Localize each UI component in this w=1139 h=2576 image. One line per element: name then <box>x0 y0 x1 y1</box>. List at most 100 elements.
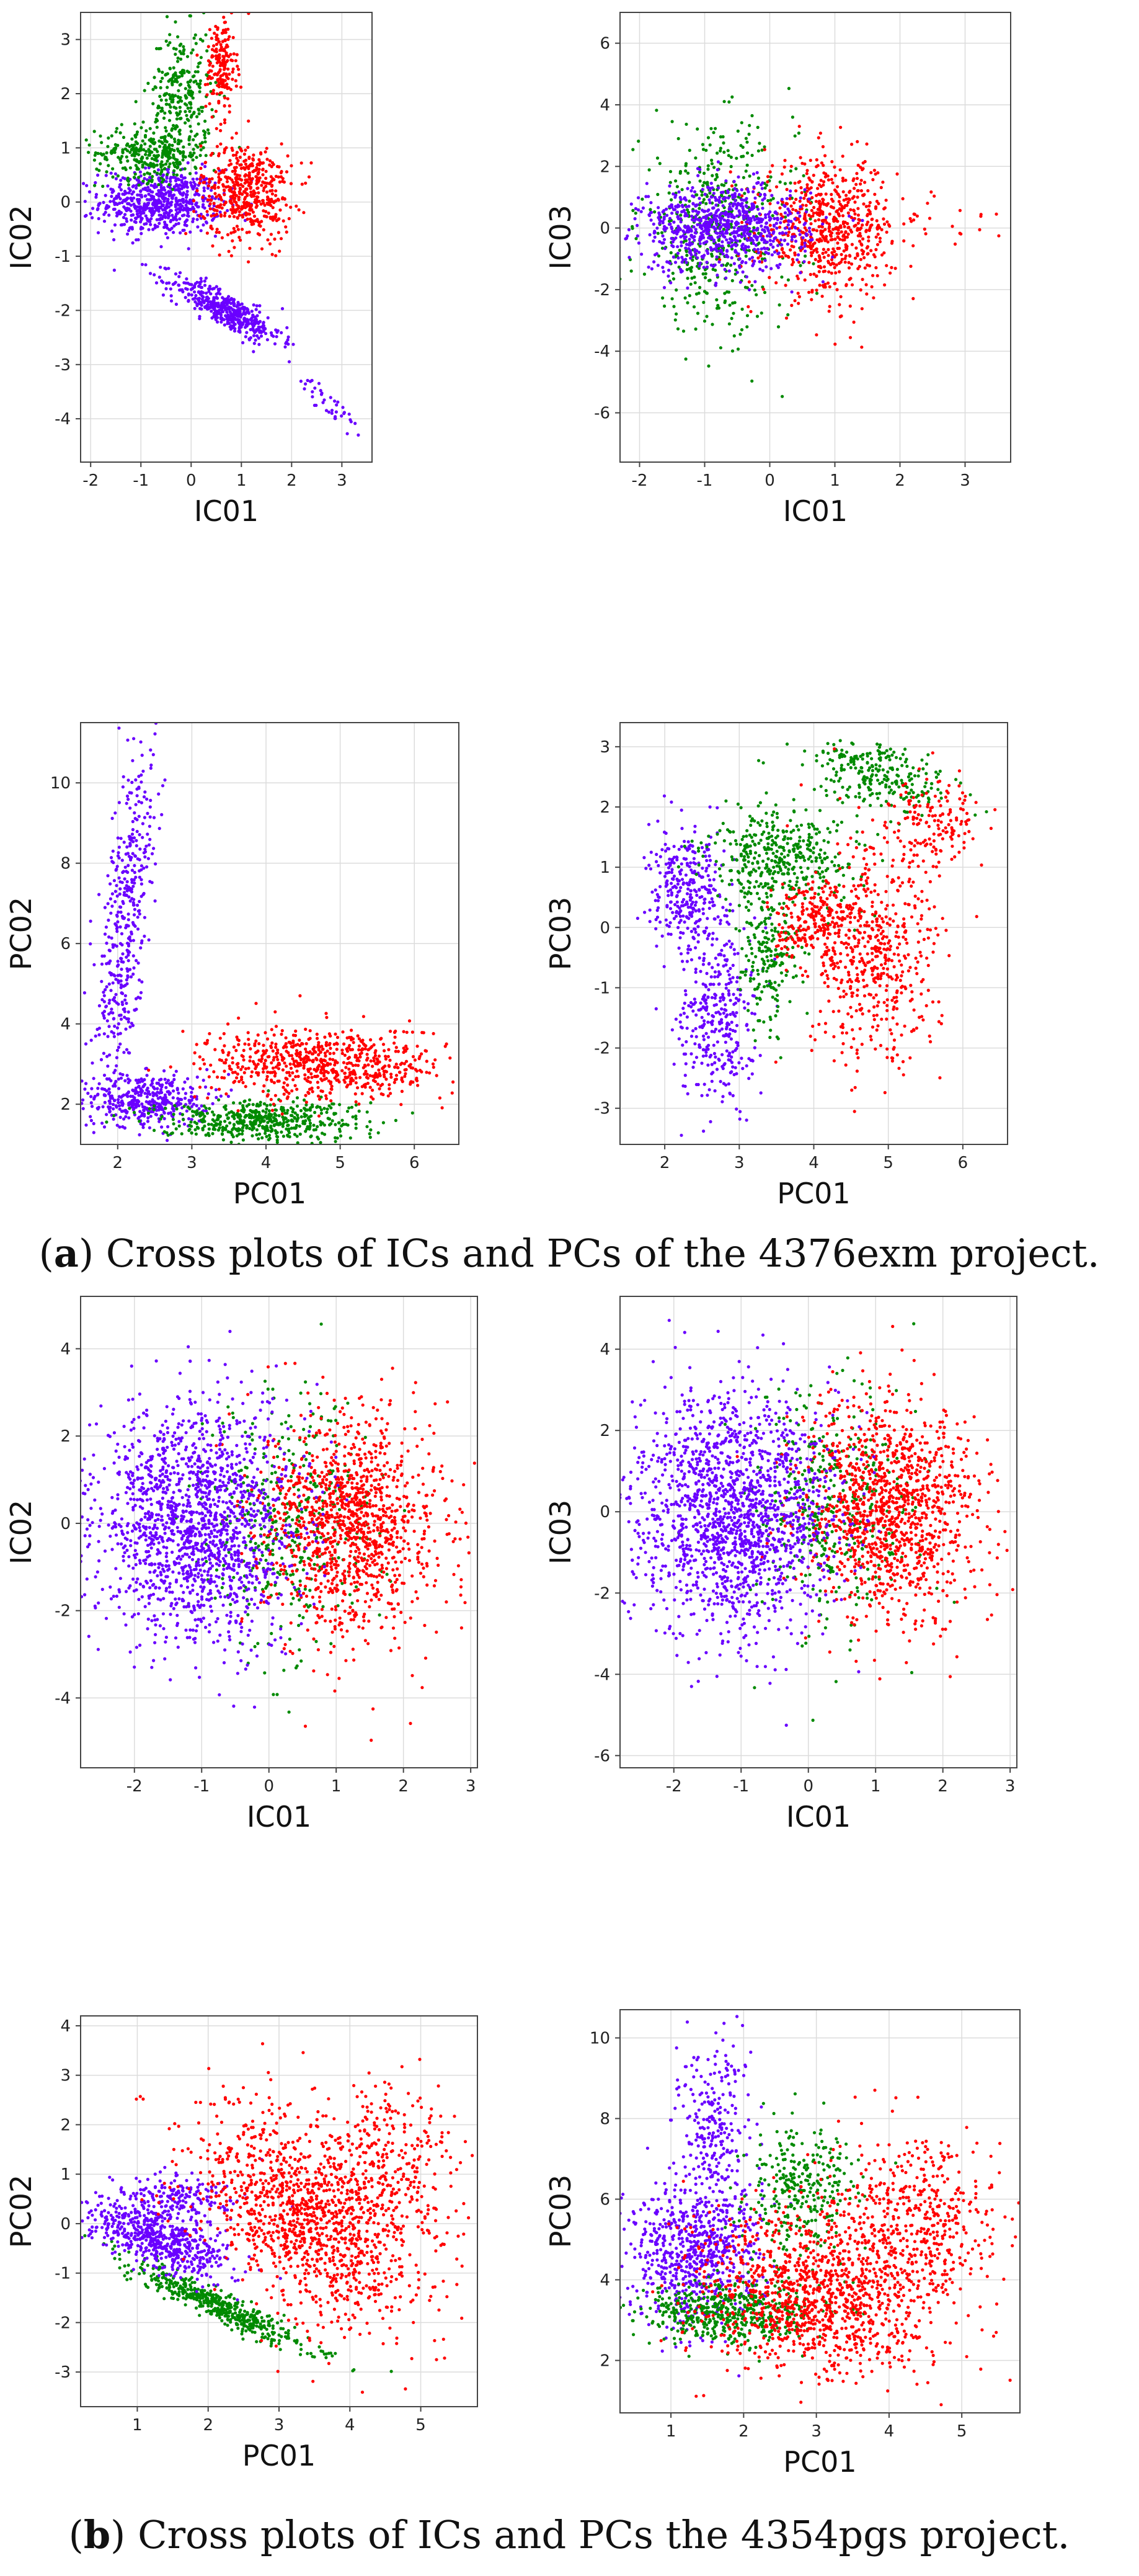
data-point <box>760 224 763 228</box>
data-point <box>111 849 115 853</box>
data-point <box>744 136 748 140</box>
data-point <box>143 708 146 711</box>
data-point <box>698 170 702 174</box>
data-point <box>206 300 210 304</box>
data-point <box>851 218 855 222</box>
points <box>81 708 455 1195</box>
data-point <box>675 312 678 316</box>
data-point <box>165 223 169 227</box>
data-point <box>174 205 177 208</box>
data-point <box>134 140 138 144</box>
data-point <box>275 219 278 223</box>
data-point <box>100 1192 104 1195</box>
data-point <box>780 247 784 251</box>
data-point <box>249 185 253 189</box>
data-point <box>678 248 681 252</box>
data-point <box>178 187 182 191</box>
data-point <box>215 92 219 96</box>
data-point <box>120 154 124 158</box>
data-point <box>166 216 170 220</box>
data-point <box>235 310 239 313</box>
data-point <box>208 198 212 202</box>
y-tick-label: 6 <box>600 35 610 53</box>
data-point <box>198 177 202 181</box>
data-point <box>190 293 193 297</box>
data-point <box>708 143 712 147</box>
data-point <box>662 238 667 241</box>
data-point <box>814 247 818 251</box>
data-point <box>284 225 288 229</box>
data-point <box>865 223 869 226</box>
data-point <box>853 200 857 204</box>
data-point <box>282 180 286 184</box>
data-point <box>744 169 748 173</box>
data-point <box>647 168 651 172</box>
data-point <box>110 134 113 138</box>
data-point <box>653 230 657 234</box>
data-point <box>747 288 751 292</box>
data-point <box>771 245 775 249</box>
data-point <box>137 183 141 187</box>
data-point <box>690 235 694 239</box>
data-point <box>237 174 242 177</box>
data-point <box>750 114 754 118</box>
data-point <box>727 219 730 223</box>
data-point <box>147 220 151 223</box>
data-point <box>140 1102 144 1106</box>
data-point <box>182 71 186 74</box>
data-point <box>174 215 177 218</box>
data-point <box>113 203 117 207</box>
data-point <box>211 89 215 92</box>
data-point <box>668 180 672 184</box>
data-point <box>185 224 188 228</box>
data-point <box>608 187 611 190</box>
data-point <box>869 171 873 174</box>
data-point <box>848 198 851 202</box>
data-point <box>122 205 126 209</box>
data-point <box>246 194 249 197</box>
data-point <box>153 154 156 158</box>
data-point <box>818 283 822 287</box>
data-point <box>807 261 811 264</box>
data-point <box>247 310 250 314</box>
data-point <box>223 193 226 197</box>
data-point <box>215 209 219 213</box>
data-point <box>237 327 241 331</box>
data-point <box>671 277 676 281</box>
data-point <box>136 857 140 861</box>
data-point <box>169 220 172 223</box>
data-point <box>794 167 798 171</box>
data-point <box>122 216 126 220</box>
data-point <box>871 217 874 221</box>
data-point <box>809 186 813 190</box>
data-point <box>636 196 640 200</box>
data-point <box>122 192 126 196</box>
data-point <box>754 236 758 239</box>
data-point <box>297 208 301 212</box>
data-point <box>704 202 708 205</box>
data-point <box>198 79 202 82</box>
data-point <box>115 913 119 917</box>
data-point <box>734 183 738 187</box>
data-point <box>157 201 161 205</box>
data-point <box>188 109 192 114</box>
data-point <box>100 998 104 1002</box>
data-point <box>198 281 202 285</box>
data-point <box>785 187 789 192</box>
data-point <box>152 847 156 850</box>
data-point <box>83 214 87 218</box>
data-point <box>711 206 715 210</box>
data-point <box>131 213 135 217</box>
data-point <box>120 956 123 961</box>
data-point <box>850 143 854 146</box>
data-point <box>196 70 200 74</box>
data-point <box>742 232 745 236</box>
data-point <box>660 231 664 234</box>
data-point <box>167 190 171 194</box>
data-point <box>192 112 195 115</box>
data-point <box>703 276 707 280</box>
data-point <box>814 200 818 203</box>
data-point <box>761 228 765 232</box>
data-point <box>778 231 782 235</box>
data-point <box>779 238 783 242</box>
